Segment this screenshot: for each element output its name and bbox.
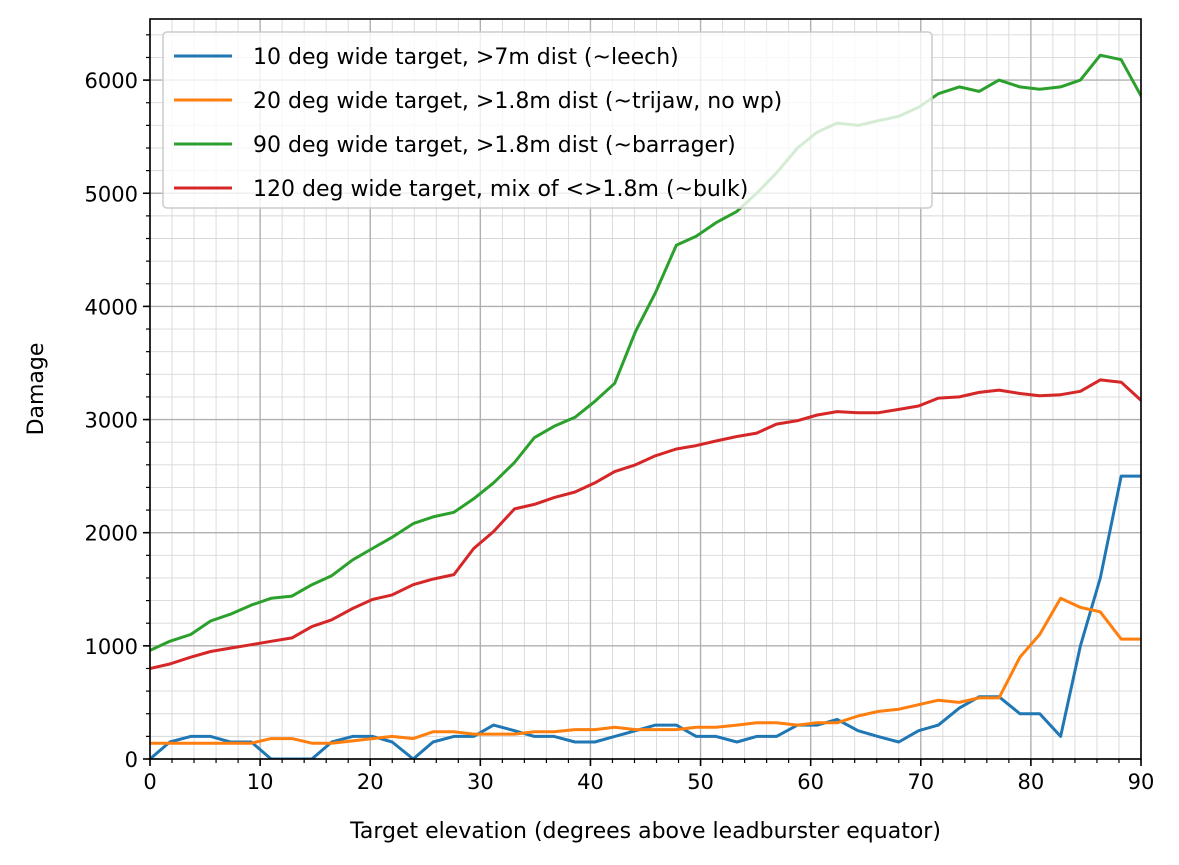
x-tick-label: 90 — [1128, 770, 1155, 794]
x-tick-label: 70 — [907, 770, 934, 794]
x-tick-label: 0 — [143, 770, 156, 794]
x-tick-label: 10 — [247, 770, 274, 794]
x-tick-label: 30 — [467, 770, 494, 794]
y-tick-label: 5000 — [85, 182, 138, 206]
series-line-3 — [150, 53, 1141, 653]
y-tick-label: 3000 — [85, 409, 138, 433]
legend-label-2: 20 deg wide target, >1.8m dist (~trijaw,… — [253, 89, 782, 114]
series-layer — [150, 53, 1141, 759]
y-tick-label: 1000 — [85, 635, 138, 659]
y-tick-label: 6000 — [85, 69, 138, 93]
x-tick-label: 80 — [1018, 770, 1045, 794]
y-tick-label: 2000 — [85, 522, 138, 546]
series-line-2 — [150, 596, 1141, 745]
legend-label-3: 90 deg wide target, >1.8m dist (~barrage… — [253, 133, 736, 158]
legend-box — [162, 31, 933, 209]
plot-frame — [149, 18, 1142, 760]
y-axis-label: Damage — [24, 343, 49, 436]
x-axis-label: Target elevation (degrees above leadburs… — [349, 819, 941, 844]
x-tick-label: 60 — [797, 770, 824, 794]
y-tick-label: 4000 — [85, 295, 138, 319]
x-tick-label: 50 — [687, 770, 714, 794]
series-line-4 — [150, 378, 1141, 671]
x-tick-label: 40 — [577, 770, 604, 794]
legend: 10 deg wide target, >7m dist (~leech) 20 … — [162, 31, 933, 209]
legend-label-4: 120 deg wide target, mix of <>1.8m (~bul… — [253, 177, 748, 202]
y-tick-labels: 0 1000 2000 3000 4000 5000 6000 — [85, 69, 138, 772]
legend-label-1: 10 deg wide target, >7m dist (~leech) — [253, 45, 679, 70]
x-tick-labels: 0 10 20 30 40 50 60 70 80 90 — [143, 770, 1154, 794]
y-tick-label: 0 — [125, 748, 138, 772]
tick-marks — [143, 34, 1142, 766]
x-tick-label: 20 — [357, 770, 384, 794]
